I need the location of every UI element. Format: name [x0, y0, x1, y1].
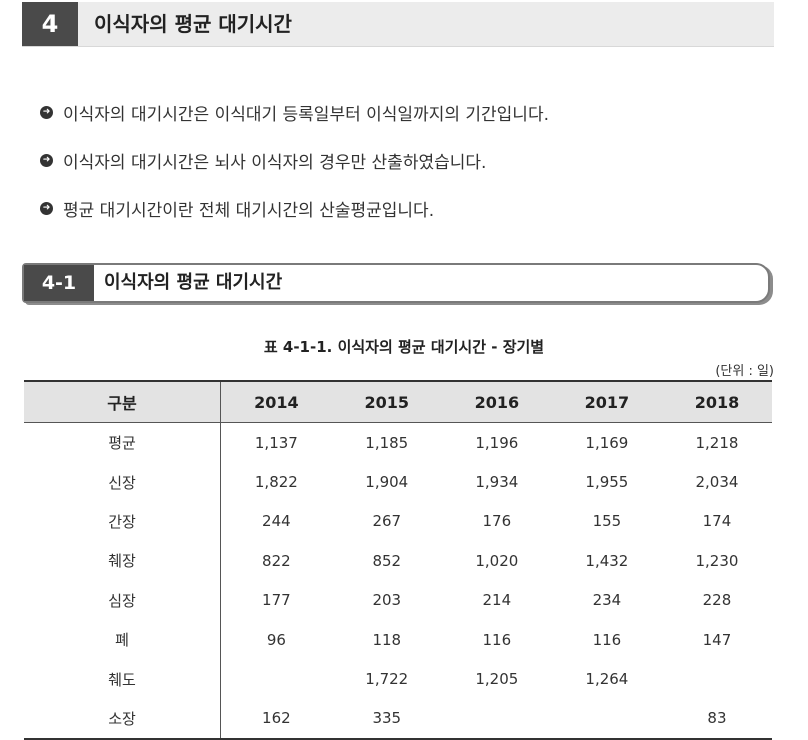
table-cell: 234 — [592, 591, 622, 610]
table-cell: 335 — [331, 698, 442, 740]
section-title: 이식자의 평균 대기시간 — [94, 12, 292, 36]
table-caption: 표 4-1-1. 이식자의 평균 대기시간 - 장기별 — [263, 338, 545, 356]
table-cell: 1,230 — [695, 551, 739, 570]
table-cell: 155 — [592, 512, 622, 531]
table-row: 췌도 1,722 1,205 1,264 — [24, 659, 772, 699]
table-cell: 203 — [372, 591, 402, 610]
table-cell: 852 — [372, 551, 402, 570]
table-cell: 1,432 — [585, 551, 629, 570]
table-cell: 1,169 — [585, 433, 629, 452]
row-label: 신장 — [24, 462, 221, 502]
table-cell — [441, 698, 552, 740]
table-row: 심장 177 203 214 234 228 — [24, 580, 772, 620]
table-row: 신장 1,822 1,904 1,934 1,955 2,034 — [24, 462, 772, 502]
subsection-title: 이식자의 평균 대기시간 — [104, 272, 283, 293]
waiting-time-table: 구분 2014 2015 2016 2017 2018 평균 1,137 1,1… — [24, 380, 772, 740]
bullet-item: ➜ 이식자의 대기시간은 이식대기 등록일부터 이식일까지의 기간입니다. — [40, 88, 780, 136]
arrow-circle-icon: ➜ — [40, 105, 53, 119]
row-label: 심장 — [24, 580, 221, 620]
row-label: 췌도 — [24, 659, 221, 699]
row-label: 간장 — [24, 501, 221, 542]
unit-label: (단위 : 일) — [715, 364, 774, 379]
table-cell: 1,137 — [254, 433, 298, 452]
table-cell: 1,904 — [365, 473, 409, 492]
row-label: 평균 — [24, 422, 221, 463]
table-cell: 1,218 — [695, 433, 739, 452]
bullet-text: 평균 대기시간이란 전체 대기시간의 산술평균입니다. — [63, 200, 435, 221]
table-cell: 118 — [372, 630, 402, 649]
table-header-row: 구분 2014 2015 2016 2017 2018 — [24, 380, 772, 423]
arrow-circle-icon: ➜ — [40, 153, 53, 167]
table-row: 간장 244 267 176 155 174 — [24, 501, 772, 542]
table-cell: 147 — [702, 630, 732, 649]
table-cell — [221, 659, 332, 698]
section-number: 4 — [22, 2, 78, 46]
table-cell: 244 — [262, 512, 291, 531]
table-cell: 228 — [702, 591, 732, 610]
table-cell: 1,196 — [475, 433, 519, 452]
table-cell: 2,034 — [695, 473, 739, 492]
subsection-number: 4-1 — [24, 265, 94, 301]
row-label: 췌장 — [24, 541, 221, 581]
table-cell: 1,020 — [475, 551, 519, 570]
table-cell: 96 — [266, 630, 286, 649]
bullet-text: 이식자의 대기시간은 이식대기 등록일부터 이식일까지의 기간입니다. — [63, 104, 549, 125]
column-header: 2017 — [551, 380, 662, 423]
table-cell: 177 — [262, 591, 291, 610]
bullet-item: ➜ 평균 대기시간이란 전체 대기시간의 산술평균입니다. — [40, 184, 780, 232]
table-cell: 1,264 — [585, 670, 629, 689]
column-header: 2016 — [441, 380, 552, 423]
bullet-item: ➜ 이식자의 대기시간은 뇌사 이식자의 경우만 산출하였습니다. — [40, 136, 780, 184]
column-header: 2018 — [661, 380, 772, 423]
table-cell: 822 — [262, 551, 291, 570]
table-cell: 1,822 — [254, 473, 298, 492]
table-cell: 214 — [482, 591, 512, 610]
table-cell: 176 — [482, 512, 512, 531]
row-label: 소장 — [24, 698, 221, 740]
table-cell: 1,934 — [475, 473, 519, 492]
table-cell — [662, 659, 772, 698]
column-header: 구분 — [24, 380, 221, 423]
row-label: 폐 — [24, 619, 221, 660]
table-cell: 267 — [372, 512, 402, 531]
column-header: 2015 — [331, 380, 442, 423]
table-row: 췌장 822 852 1,020 1,432 1,230 — [24, 541, 772, 581]
table-cell — [551, 698, 662, 740]
table-cell: 174 — [702, 512, 732, 531]
table-cell: 1,205 — [475, 670, 519, 689]
table-cell: 1,955 — [585, 473, 629, 492]
table-cell: 1,722 — [365, 670, 409, 689]
table-cell: 162 — [220, 698, 332, 740]
table-cell: 116 — [482, 630, 512, 649]
subsection-header: 4-1 이식자의 평균 대기시간 — [22, 263, 770, 303]
section-header: 4 이식자의 평균 대기시간 — [22, 2, 774, 47]
table-row: 소장 162 335 83 — [24, 698, 772, 740]
table-cell: 116 — [592, 630, 622, 649]
column-header: 2014 — [220, 380, 332, 423]
table-row: 평균 1,137 1,185 1,196 1,169 1,218 — [24, 422, 772, 463]
table-cell: 83 — [661, 698, 772, 740]
table-row: 폐 96 118 116 116 147 — [24, 619, 772, 660]
arrow-circle-icon: ➜ — [40, 201, 53, 215]
bullet-text: 이식자의 대기시간은 뇌사 이식자의 경우만 산출하였습니다. — [63, 152, 487, 173]
table-cell: 1,185 — [365, 433, 409, 452]
bullet-list: ➜ 이식자의 대기시간은 이식대기 등록일부터 이식일까지의 기간입니다. ➜ … — [40, 88, 780, 232]
